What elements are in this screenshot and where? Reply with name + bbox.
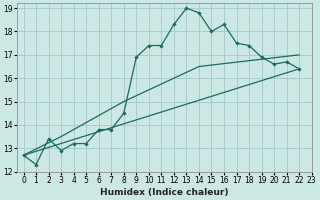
X-axis label: Humidex (Indice chaleur): Humidex (Indice chaleur) <box>100 188 229 197</box>
